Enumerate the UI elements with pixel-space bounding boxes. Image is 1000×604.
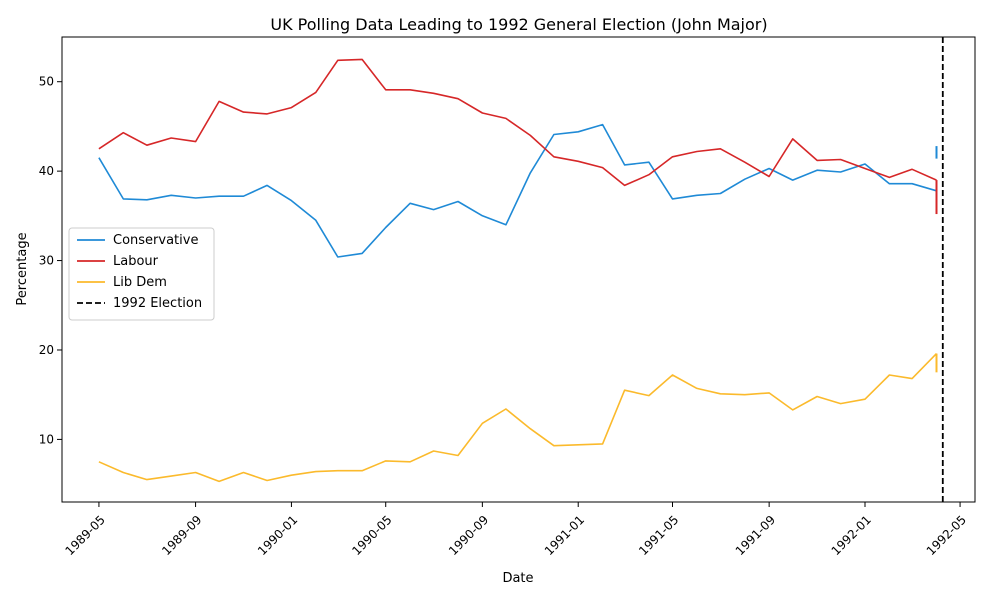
- y-tick-label-2: 30: [39, 254, 54, 268]
- y-axis-label: Percentage: [15, 232, 30, 305]
- x-axis-label: Date: [502, 571, 533, 586]
- series-line-2: [98, 353, 938, 483]
- y-tick-label-4: 50: [39, 75, 54, 89]
- x-tick-label-2: 1990-01: [255, 513, 300, 558]
- x-tick-label-3: 1990-05: [349, 513, 394, 558]
- y-tick-label-0: 10: [39, 432, 54, 446]
- legend-label-1: Labour: [113, 254, 159, 269]
- legend-label-3: 1992 Election: [113, 296, 202, 311]
- legend: Conservative Labour Lib Dem 1992 Election: [68, 227, 215, 321]
- x-tick-label-6: 1991-05: [636, 513, 681, 558]
- legend-label-0: Conservative: [113, 233, 198, 248]
- x-axis: 1989-05 1989-09 1990-01 1990-05 1990-09 1991-…: [63, 502, 969, 558]
- y-axis: 10 20 30 40 50: [39, 75, 62, 446]
- x-tick-label-1: 1989-09: [159, 513, 204, 558]
- x-tick-label-0: 1989-05: [63, 513, 108, 558]
- legend-box: [68, 227, 215, 321]
- series-line-1: [98, 58, 937, 187]
- plot-area: [61, 36, 976, 503]
- x-tick-label-5: 1991-01: [542, 513, 587, 558]
- plot-frame: [61, 36, 976, 503]
- legend-label-2: Lib Dem: [113, 275, 167, 290]
- x-tick-label-9: 1992-05: [924, 513, 969, 558]
- y-tick-label-1: 20: [39, 343, 54, 357]
- chart-title: UK Polling Data Leading to 1992 General …: [270, 15, 767, 34]
- series-line-0: [98, 123, 937, 258]
- x-tick-label-8: 1992-01: [829, 513, 874, 558]
- x-tick-label-7: 1991-09: [733, 513, 778, 558]
- x-tick-label-4: 1990-09: [446, 513, 491, 558]
- y-tick-label-3: 40: [39, 164, 54, 178]
